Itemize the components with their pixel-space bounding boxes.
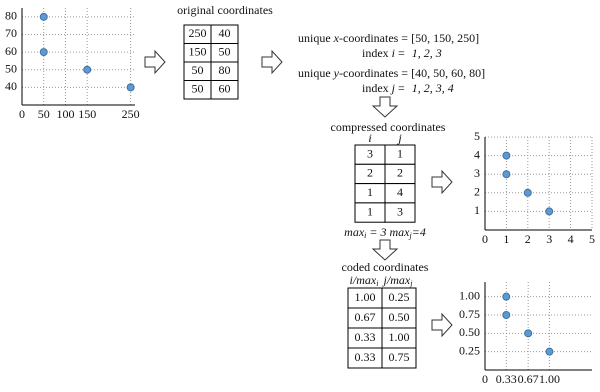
x-tick-label: 4: [568, 232, 574, 246]
point: [545, 207, 554, 216]
y-tick-label: 0.75: [459, 307, 480, 321]
header: j: [396, 131, 402, 145]
y-tick-label: 1.00: [459, 288, 480, 302]
point: [502, 311, 511, 319]
unique-x: unique x-coordinates = [50, 150, 250]: [298, 31, 479, 45]
arrow: [261, 49, 283, 75]
y-tick-label: 5: [474, 129, 480, 143]
x-tick-label: 250: [122, 107, 140, 121]
cell-text: 2: [367, 166, 373, 180]
cell-text: 0.25: [389, 290, 410, 304]
coded-title: coded coordinates: [342, 260, 429, 274]
point: [126, 83, 135, 92]
header-text: j/max: [382, 273, 411, 287]
unique-y: unique y-coordinates = [40, 50, 60, 80]: [298, 66, 485, 80]
cell-text: 60: [219, 82, 231, 96]
cell-text: 50: [192, 82, 204, 96]
point: [39, 12, 48, 21]
header: i/maxi: [350, 273, 379, 288]
x-tick-label: 5: [589, 232, 595, 246]
cell-text: 1: [397, 146, 403, 160]
x-tick-label: 0.67: [518, 372, 539, 386]
arrow: [431, 312, 453, 338]
x-tick-label: 3: [546, 232, 552, 246]
point: [545, 347, 554, 356]
arrow: [371, 96, 399, 118]
x-tick-label: 0: [19, 107, 25, 121]
point: [83, 65, 92, 74]
table-cell: [381, 347, 417, 369]
y-tick-label: 0.50: [459, 325, 480, 339]
cell-text: 3: [367, 146, 373, 160]
cell-text: 1.00: [389, 330, 410, 344]
header-text: i/max: [350, 273, 377, 287]
x-tick-label: 0.33: [496, 372, 517, 386]
original-title: original coordinates: [177, 3, 273, 17]
y-tick-label: 70: [5, 26, 17, 40]
x-tick-label: 1: [503, 232, 509, 246]
cell-text: 3: [397, 204, 403, 218]
cell-text: 1: [367, 185, 373, 199]
y-tick-label: 4: [474, 147, 480, 161]
arrows: [144, 49, 453, 338]
y-tick-label: 0.25: [459, 343, 480, 357]
table-cell: [210, 80, 239, 100]
cell-text: 4: [397, 185, 403, 199]
point: [524, 329, 533, 338]
cell-text: 0.33: [355, 330, 376, 344]
max-text: maxi = 3 maxj=4: [344, 225, 426, 240]
y-tick-label: 40: [5, 79, 17, 93]
cell-text: 40: [219, 26, 231, 40]
cell-text: 80: [219, 63, 231, 77]
cell-text: 0.67: [355, 310, 376, 324]
point: [502, 170, 511, 179]
index-j: index j = 1, 2, 3, 4: [362, 81, 454, 95]
y-tick-label: 80: [5, 9, 17, 23]
x-tick-label: 0: [482, 232, 488, 246]
x-tick-label: 150: [78, 107, 96, 121]
index-i: index i = 1, 2, 3: [362, 46, 442, 60]
y-tick-label: 3: [474, 166, 480, 180]
x-tick-label: 1.00: [539, 372, 560, 386]
header-sub: i: [376, 279, 378, 288]
cell-text: 250: [189, 26, 207, 40]
compressed-title: compressed coordinates: [331, 120, 446, 134]
x-tick-label: 100: [56, 107, 74, 121]
cell-text: 1: [367, 204, 373, 218]
y-tick-label: 2: [474, 185, 480, 199]
cell-text: 50: [192, 63, 204, 77]
cell-text: 1.00: [355, 290, 376, 304]
y-tick-label: 1: [474, 203, 480, 217]
x-tick-label: 50: [38, 107, 50, 121]
table-cell: [384, 202, 416, 223]
point: [502, 292, 511, 301]
point: [39, 48, 48, 57]
x-tick-label: 0: [482, 372, 488, 386]
header-sub: j: [409, 279, 413, 288]
arrow: [144, 49, 166, 75]
arrow: [371, 239, 399, 261]
cell-text: 0.50: [389, 310, 410, 324]
cell-text: 50: [219, 45, 231, 59]
y-tick-label: 50: [5, 61, 17, 75]
x-tick-label: 2: [525, 232, 531, 246]
arrow: [431, 169, 453, 195]
header: i: [368, 131, 371, 145]
cell-text: 0.75: [389, 350, 410, 364]
point: [502, 151, 511, 160]
cell-text: 0.33: [355, 350, 376, 364]
cell-text: 150: [189, 45, 207, 59]
cell-text: 2: [397, 166, 403, 180]
header: j/maxj: [382, 273, 414, 288]
y-tick-label: 60: [5, 44, 17, 58]
point: [523, 188, 532, 197]
